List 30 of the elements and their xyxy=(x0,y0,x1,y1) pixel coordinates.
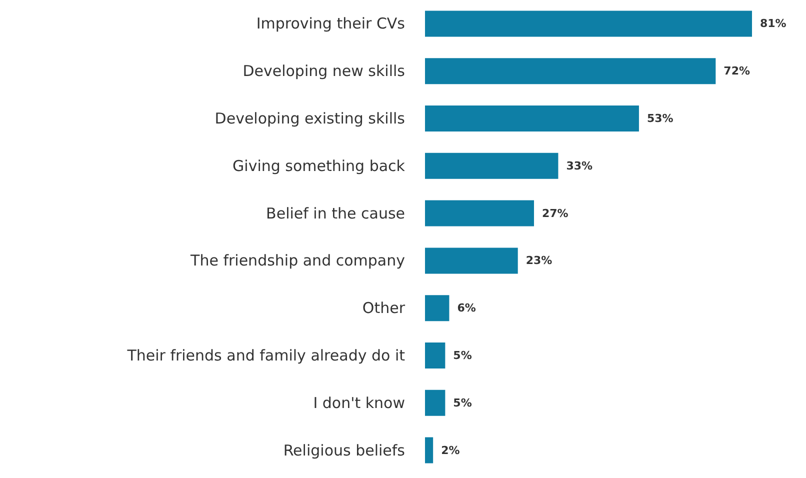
bar xyxy=(425,295,450,322)
bar xyxy=(425,200,534,226)
data-label: 72% xyxy=(724,64,750,78)
data-label: 5% xyxy=(453,396,472,410)
y-tick-label: Improving their CVs xyxy=(256,14,406,33)
bar xyxy=(425,342,446,368)
data-label: 6% xyxy=(457,302,476,315)
y-tick-label: Religious beliefs xyxy=(283,441,406,460)
bar xyxy=(425,106,639,132)
bar xyxy=(425,248,518,274)
bar xyxy=(425,437,434,464)
bar xyxy=(425,390,446,416)
y-tick-label: Giving something back xyxy=(232,156,406,175)
bar xyxy=(425,58,716,84)
data-label: 33% xyxy=(566,159,593,172)
y-tick-label: Their friends and family already do it xyxy=(126,346,406,364)
data-label: 5% xyxy=(453,349,472,362)
y-tick-label: Developing new skills xyxy=(242,62,406,80)
data-label: 27% xyxy=(542,206,568,220)
data-label: 81% xyxy=(760,17,786,30)
data-label: 53% xyxy=(646,112,674,125)
data-label: 2% xyxy=(441,444,460,457)
y-tick-label: Belief in the cause xyxy=(266,204,405,222)
data-label: 23% xyxy=(526,254,552,268)
y-tick-label: I don't know xyxy=(313,394,405,412)
bar xyxy=(425,152,558,179)
y-tick-label: Developing existing skills xyxy=(214,110,406,128)
bar xyxy=(425,10,752,37)
y-tick-label: The friendship and company xyxy=(190,252,406,270)
y-tick-label: Other xyxy=(362,299,406,318)
